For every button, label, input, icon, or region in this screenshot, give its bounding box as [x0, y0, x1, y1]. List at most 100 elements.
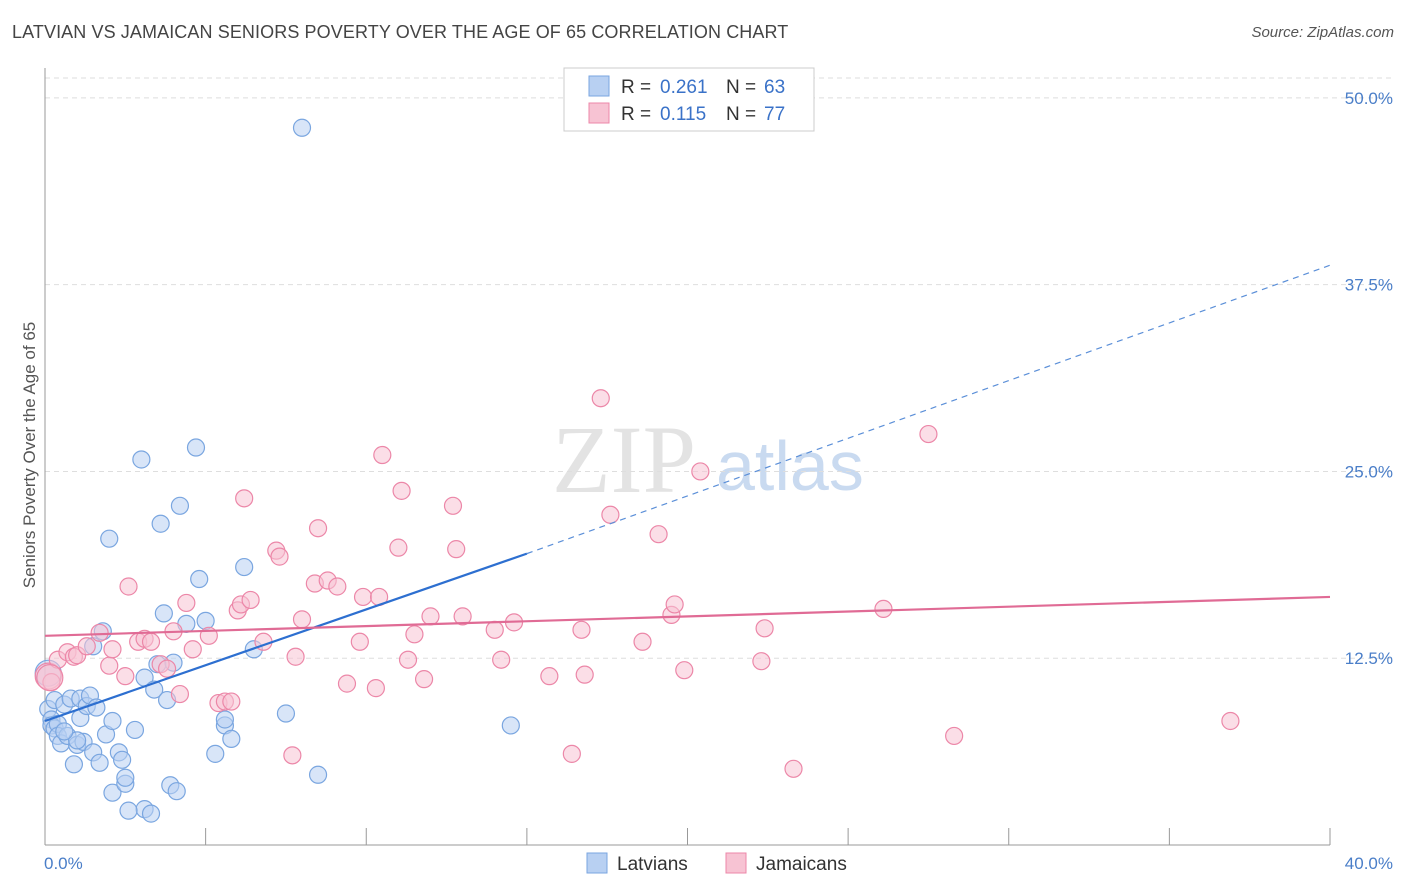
- data-point-latvians: [501, 716, 520, 735]
- data-point-jamaicans: [784, 759, 803, 778]
- data-point-latvians: [276, 704, 296, 723]
- data-point-jamaicans: [485, 620, 504, 639]
- legend-r-value-latvians: 0.261: [660, 77, 708, 98]
- bottom-legend-label-jamaicans: Jamaicans: [756, 854, 847, 875]
- data-point-jamaicans: [116, 667, 135, 686]
- legend-n-label-latvians: N =: [726, 77, 756, 98]
- data-point-jamaicans: [1221, 711, 1240, 731]
- data-point-latvians: [167, 782, 186, 801]
- trend-line-jamaicans: [44, 595, 1331, 637]
- data-point-jamaicans: [292, 610, 312, 629]
- data-point-jamaicans: [392, 481, 411, 500]
- data-point-latvians: [170, 496, 190, 515]
- data-point-jamaicans: [170, 684, 190, 704]
- data-point-jamaicans: [665, 595, 684, 614]
- data-point-jamaicans: [675, 661, 694, 680]
- data-point-jamaicans: [286, 647, 305, 666]
- data-point-jamaicans: [270, 547, 289, 566]
- data-point-jamaicans: [562, 744, 581, 763]
- x-ticks: [205, 828, 1331, 845]
- y-tick-labels: 12.5% 25.0% 37.5% 50.0%: [1345, 89, 1393, 668]
- legend-n-value-latvians: 63: [764, 77, 785, 98]
- data-point-jamaicans: [183, 640, 202, 659]
- legend-r-value-jamaicans: 0.115: [660, 104, 706, 125]
- data-point-latvians: [119, 801, 138, 820]
- data-point-jamaicans: [337, 674, 357, 693]
- data-point-jamaicans: [945, 726, 964, 746]
- data-point-latvians: [308, 765, 328, 784]
- data-point-latvians: [103, 711, 122, 731]
- data-point-latvians: [151, 514, 170, 533]
- data-point-jamaicans: [328, 577, 347, 596]
- data-point-jamaicans: [591, 389, 610, 408]
- data-point-jamaicans: [421, 607, 440, 626]
- x-tick-label-min: 0.0%: [44, 854, 83, 873]
- data-point-jamaicans: [353, 587, 373, 607]
- data-point-jamaicans: [90, 623, 109, 642]
- bottom-legend-swatch-latvians: [586, 852, 608, 874]
- data-point-jamaicans: [283, 746, 302, 765]
- legend-swatch-jamaicans: [588, 102, 610, 124]
- data-point-jamaicans: [77, 637, 96, 656]
- legend-r-label-latvians: R =: [621, 77, 651, 98]
- data-point-jamaicans: [389, 538, 408, 557]
- data-point-latvians: [116, 768, 135, 787]
- data-point-jamaicans: [691, 462, 710, 481]
- data-point-latvians: [68, 731, 87, 750]
- data-point-jamaicans: [157, 659, 177, 678]
- data-point-jamaicans: [919, 424, 938, 444]
- y-tick-label: 25.0%: [1345, 462, 1393, 481]
- data-point-jamaicans: [366, 679, 385, 698]
- data-point-latvians: [64, 755, 84, 774]
- data-point-jamaicans: [633, 632, 652, 651]
- data-point-jamaicans: [373, 445, 392, 465]
- data-point-jamaicans: [575, 665, 594, 684]
- data-point-latvians: [154, 604, 173, 623]
- watermark-atlas: atlas: [716, 427, 864, 505]
- legend-n-label-jamaicans: N =: [726, 104, 756, 125]
- y-tick-label: 50.0%: [1345, 89, 1393, 108]
- data-point-jamaicans: [414, 670, 434, 689]
- y-axis-label: Seniors Poverty Over the Age of 65: [20, 322, 39, 588]
- data-point-jamaicans: [308, 519, 328, 538]
- watermark-zip: ZIP: [552, 406, 696, 513]
- series-jamaicans: [34, 389, 1240, 778]
- data-point-latvians: [292, 118, 312, 137]
- data-point-jamaicans: [222, 692, 241, 711]
- legend-swatch-latvians: [588, 75, 610, 97]
- x-tick-labels: 0.0% 40.0%: [44, 854, 1393, 873]
- y-tick-label: 37.5%: [1345, 276, 1393, 295]
- data-point-latvians: [235, 557, 254, 577]
- data-point-latvians: [222, 729, 241, 749]
- data-point-jamaicans: [649, 525, 668, 544]
- bottom-legend-label-latvians: Latvians: [617, 854, 688, 875]
- data-point-jamaicans: [141, 632, 161, 651]
- bottom-legend-swatch-jamaicans: [725, 852, 747, 874]
- data-point-jamaicans: [752, 652, 771, 671]
- data-point-jamaicans: [241, 590, 260, 610]
- data-point-latvians: [132, 450, 151, 469]
- data-point-jamaicans: [36, 664, 64, 692]
- data-point-jamaicans: [540, 667, 559, 686]
- legend-r-label-jamaicans: R =: [621, 104, 651, 125]
- data-point-latvians: [206, 744, 225, 763]
- series-latvians: [34, 118, 520, 823]
- source-label: Source: ZipAtlas.com: [1251, 24, 1394, 41]
- data-point-latvians: [190, 569, 209, 589]
- data-point-jamaicans: [100, 656, 119, 675]
- data-point-latvians: [103, 783, 122, 802]
- data-point-latvians: [141, 804, 161, 823]
- data-point-jamaicans: [572, 620, 591, 639]
- data-point-latvians: [87, 698, 106, 717]
- data-point-latvians: [186, 438, 206, 457]
- data-point-jamaicans: [492, 650, 511, 669]
- data-point-jamaicans: [177, 593, 196, 613]
- series-legend: Latvians Jamaicans: [586, 852, 847, 875]
- data-point-jamaicans: [398, 650, 418, 669]
- x-tick-label-max: 40.0%: [1345, 854, 1393, 873]
- data-point-jamaicans: [601, 505, 620, 524]
- legend-n-value-jamaicans: 77: [764, 104, 785, 125]
- data-point-jamaicans: [447, 540, 466, 559]
- data-point-jamaicans: [443, 496, 463, 515]
